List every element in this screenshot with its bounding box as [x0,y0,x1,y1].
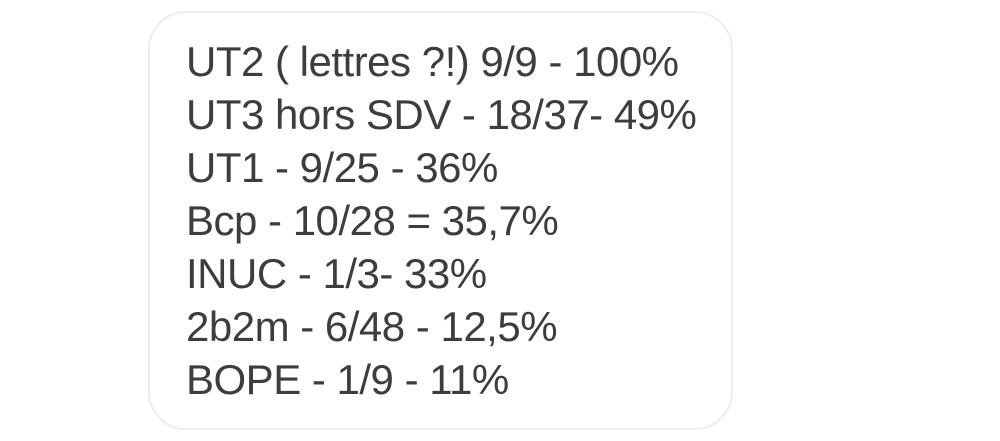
message-line: BOPE - 1/9 - 11% [186,356,509,403]
message-line: UT3 hors SDV - 18/37- 49% [186,91,697,138]
message-line: INUC - 1/3- 33% [186,250,487,297]
message-line: 2b2m - 6/48 - 12,5% [186,303,558,350]
message-bubble[interactable]: UT2 ( lettres ?!) 9/9 - 100% UT3 hors SD… [148,11,733,430]
message-line: UT2 ( lettres ?!) 9/9 - 100% [186,38,679,85]
message-line: Bcp - 10/28 = 35,7% [186,197,559,244]
message-line: UT1 - 9/25 - 36% [186,144,498,191]
